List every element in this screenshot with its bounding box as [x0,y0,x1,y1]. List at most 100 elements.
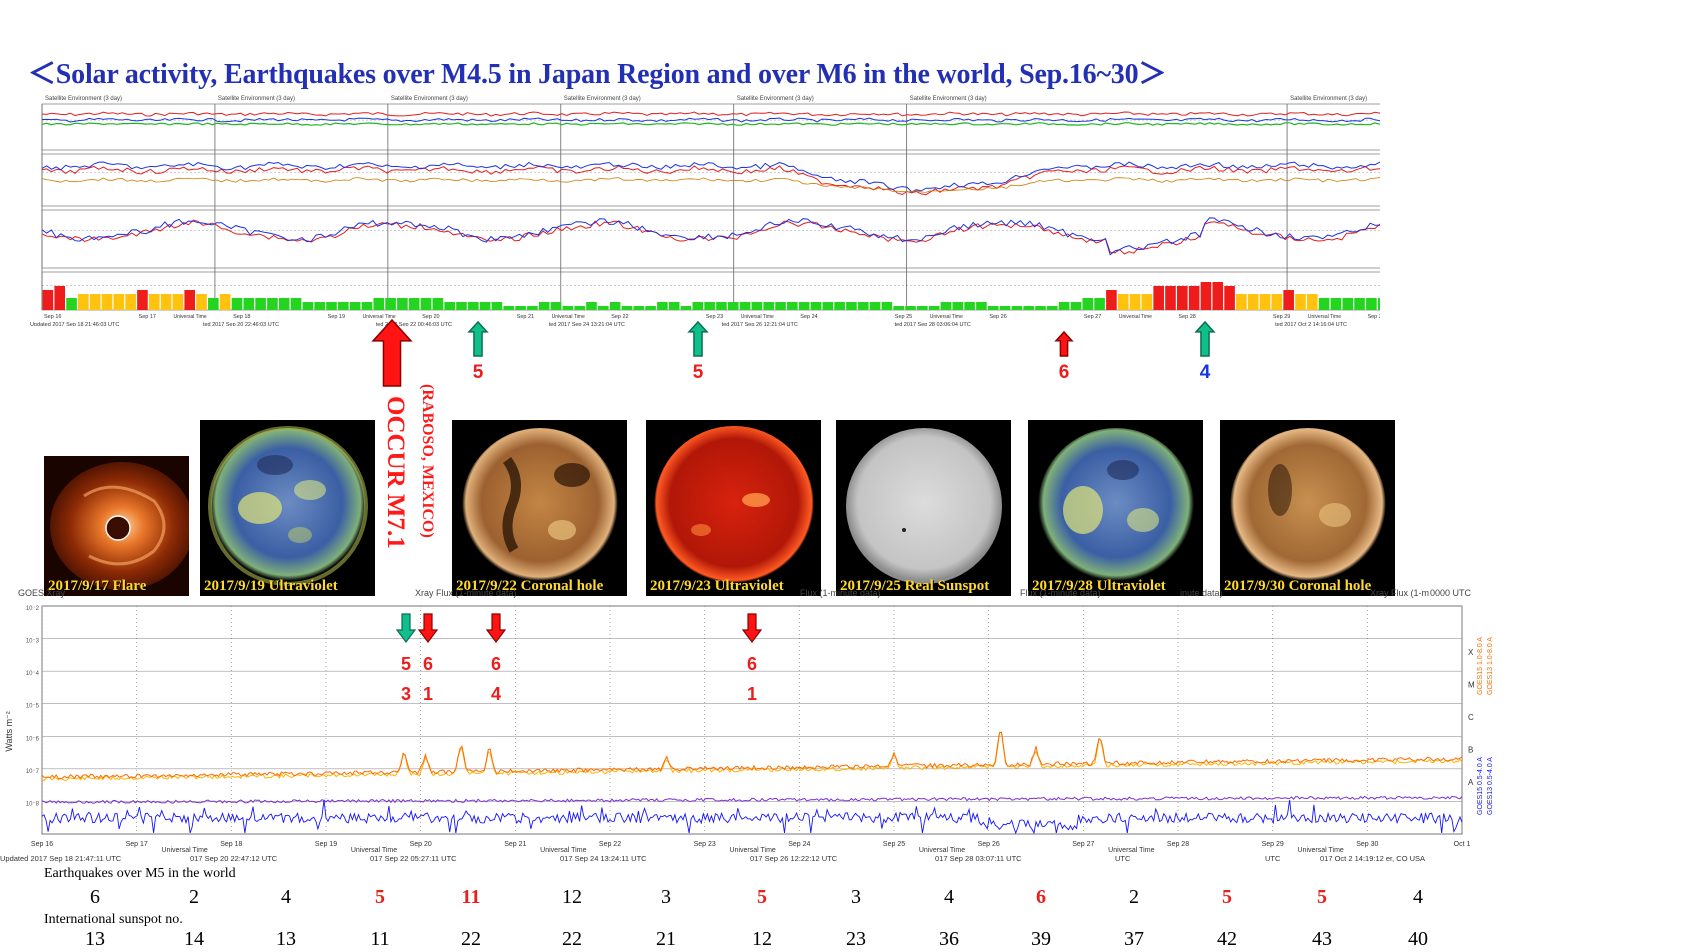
kp-bar [999,306,1011,310]
hp-series-line [41,217,1380,256]
kp-bar [89,294,101,310]
kp-bar [1200,282,1212,310]
kp-bar [1129,294,1141,310]
kp-bar [290,298,302,310]
eq-count-cell: 4 [944,886,954,908]
sat-updated-label: ted 2017 Sep 20 22:46:03 UTC [203,322,279,326]
kp-bar [787,302,798,310]
kp-bar [1306,294,1318,310]
solar-image-coronal-0922: 2017/9/22 Coronal hole [452,420,627,596]
xray-header-fragment: GOES Xray [18,588,66,598]
panel-header: Satellite Environment (3 day) [391,96,468,102]
eq-count-cell: 5 [1222,886,1232,908]
xray-class-label: M [1468,680,1475,689]
xray-updated-label: UTC [1115,854,1131,863]
eq-magnitude-digit: 4 [491,684,501,704]
kp-bar [172,294,184,310]
xray-long-series-15 [41,731,1463,780]
eq-magnitude-digit: 5 [473,362,484,383]
kp-bar [468,302,479,310]
xray-day-label: Sep 16 [31,841,53,848]
eq-count-cell: 3 [851,886,861,908]
panel-header: Satellite Environment (3 day) [910,96,987,102]
sunspot-value-cell: 40 [1408,928,1428,950]
proton-series-line [41,122,1380,126]
kp-bar [1259,294,1271,310]
xray-header-fragment: Xray Flux (1-m [1370,588,1429,598]
red-down-arrow [485,613,507,643]
eq-count-cell: 2 [1129,886,1139,908]
kp-bar [196,294,207,310]
kp-bar [1011,306,1023,310]
kp-bar [1117,294,1129,310]
xray-header-fragment: 0000 UTC [1430,588,1472,598]
electron-series-line [41,165,1380,196]
occur-label: OCCUR M7.1 [381,396,409,549]
kp-bar [633,306,645,310]
xray-series-label: GOES13 1.0-8.0 A [1487,637,1494,695]
teal-arrow [1194,320,1216,357]
xray-updated-label: UTC [1265,854,1281,863]
sunspot-row-label: International sunspot no. [44,912,183,927]
sunspot-value-cell: 43 [1312,928,1332,950]
kp-bar [668,302,680,310]
occur-sub: (RABOSO, MEXICO) [418,384,436,538]
xray-updated-label: 017 Sep 22 05:27:11 UTC [370,854,457,863]
eq-magnitude-digit: 1 [423,684,433,704]
kp-bar [1058,302,1070,310]
xray-series-label: GOES15 1.0-8.0 A [1477,637,1484,695]
xray-day-label: Sep 23 [694,841,716,848]
kp-bar [562,306,574,310]
kp-bar [66,298,77,310]
xray-header-fragment: Flux (1-minute data) [800,588,881,598]
kp-bar [905,306,916,310]
satellite-environment-chart: Satellite Environment (3 day) Satellite E… [30,96,1380,326]
kp-bar [78,294,89,310]
kp-bar [1247,294,1259,310]
sunspot-value-cell: 42 [1217,928,1237,950]
xray-day-label: Sep 18 [220,841,242,848]
xray-tick-label: 10⁻7 [26,769,40,775]
kp-bar [1236,294,1247,310]
kp-bar [385,298,396,310]
teal-down-arrow [395,613,417,643]
kp-bar [846,302,857,310]
eq-count-cell: 2 [189,886,199,908]
kp-bar [987,306,999,310]
sat-day-label: Sep 26 [989,314,1006,320]
kp-bar [893,306,905,310]
kp-bar [160,294,172,310]
kp-bar [397,298,408,310]
xray-day-label: Sep 30 [1356,841,1378,848]
eq-count-cell: 11 [461,886,481,908]
xray-tick-label: 10⁻5 [26,704,40,710]
sunspot-value-cell: 13 [276,928,296,950]
sunspot-value-cell: 11 [370,928,390,950]
xray-axis-title: Universal Time [1298,847,1344,854]
kp-bar [208,298,219,310]
kp-bar [940,302,952,310]
xray-class-label: A [1468,778,1474,787]
kp-bar [1082,298,1094,310]
sat-day-label: Sep 28 [1178,314,1195,320]
sunspot-value-cell: 21 [656,928,676,950]
kp-bar [1070,302,1082,310]
sat-day-label: Sep 24 [800,314,817,320]
xray-day-label: Sep 19 [315,841,337,848]
kp-bar [54,286,66,310]
sat-axis-title: Universal Time [930,314,963,320]
xray-axis-title: Universal Time [351,847,397,854]
kp-bar [184,290,196,310]
kp-bar [113,294,125,310]
kp-bar [527,306,538,310]
kp-bar [231,298,243,310]
red-down-arrow [417,613,439,643]
eq-count-cell: 6 [1036,886,1046,908]
kp-bar [1094,298,1105,310]
kp-bar [1153,286,1164,310]
teal-arrow [467,320,489,357]
kp-bar [314,302,325,310]
xray-ylabel: Watts m⁻² [4,711,14,751]
kp-bar [408,298,420,310]
